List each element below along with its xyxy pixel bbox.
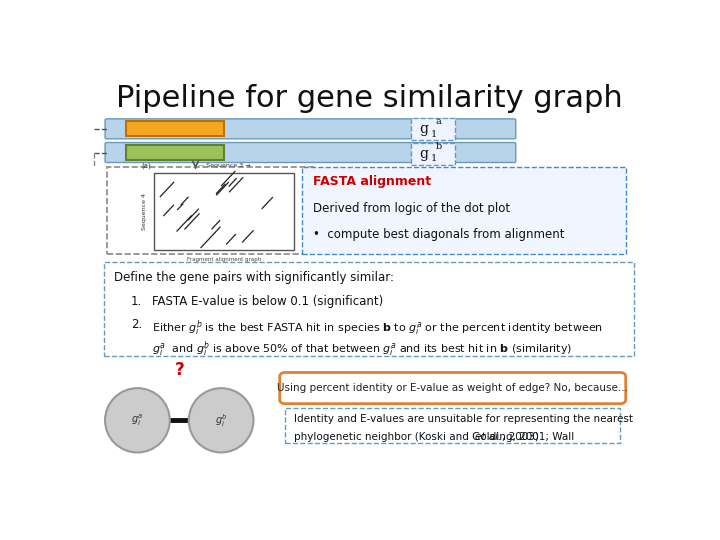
FancyBboxPatch shape <box>105 143 516 163</box>
Text: g: g <box>419 122 428 136</box>
FancyBboxPatch shape <box>126 145 224 160</box>
Text: g: g <box>419 147 428 161</box>
Text: Sequence 4: Sequence 4 <box>142 193 147 230</box>
Text: phylogenetic neighbor (Koski and Golding, 2001; Wall: phylogenetic neighbor (Koski and Golding… <box>294 431 577 442</box>
Text: Pipeline for gene similarity graph: Pipeline for gene similarity graph <box>116 84 622 112</box>
Text: — Sequence 3 →: — Sequence 3 → <box>198 163 250 167</box>
Text: 1: 1 <box>431 154 438 164</box>
Text: •  compute best diagonals from alignment: • compute best diagonals from alignment <box>313 228 564 241</box>
Text: a: a <box>436 117 441 126</box>
Text: Using percent identity or E-value as weight of edge? No, because...: Using percent identity or E-value as wei… <box>277 383 628 393</box>
Text: Define the gene pairs with significantly similar:: Define the gene pairs with significantly… <box>114 272 394 285</box>
Text: et al.: et al. <box>475 431 501 442</box>
Text: Identity and E-values are unsuitable for representing the nearest: Identity and E-values are unsuitable for… <box>294 414 633 424</box>
Text: , 2003): , 2003) <box>503 431 539 442</box>
FancyBboxPatch shape <box>126 122 224 136</box>
Text: Fragment alignment graph: Fragment alignment graph <box>186 258 261 262</box>
FancyBboxPatch shape <box>154 173 294 250</box>
FancyBboxPatch shape <box>285 408 620 443</box>
FancyBboxPatch shape <box>279 373 626 404</box>
Text: (a): (a) <box>142 162 151 168</box>
Ellipse shape <box>105 388 170 453</box>
Text: FASTA E-value is below 0.1 (significant): FASTA E-value is below 0.1 (significant) <box>152 295 383 308</box>
FancyBboxPatch shape <box>411 118 456 140</box>
Text: $g_i^a$: $g_i^a$ <box>131 413 143 428</box>
Ellipse shape <box>189 388 253 453</box>
Text: 1: 1 <box>431 130 438 139</box>
Text: FASTA alignment: FASTA alignment <box>313 175 431 188</box>
Text: $g_i^b$: $g_i^b$ <box>215 412 228 429</box>
FancyBboxPatch shape <box>411 143 456 165</box>
Text: Either $g_i^b$ is the best FASTA hit in species $\mathbf{b}$ to $g_i^a$ or the p: Either $g_i^b$ is the best FASTA hit in … <box>152 318 603 338</box>
FancyBboxPatch shape <box>105 119 516 139</box>
Text: b: b <box>436 142 442 151</box>
Text: 2.: 2. <box>131 318 142 331</box>
Text: $g_i^a$  and $g_i^b$ is above 50% of that between $g_i^a$ and its best hit in $\: $g_i^a$ and $g_i^b$ is above 50% of that… <box>152 339 572 359</box>
FancyBboxPatch shape <box>302 167 626 254</box>
Text: 1.: 1. <box>131 295 142 308</box>
Text: ?: ? <box>174 361 184 379</box>
FancyBboxPatch shape <box>104 262 634 356</box>
Text: Derived from logic of the dot plot: Derived from logic of the dot plot <box>313 202 510 215</box>
